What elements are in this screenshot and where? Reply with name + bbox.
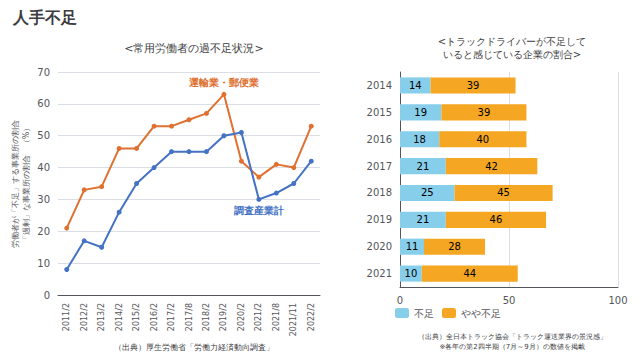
svg-text:70: 70 [37,67,50,78]
svg-text:2015: 2015 [367,107,392,118]
svg-text:人手不足: 人手不足 [12,8,77,27]
svg-text:2017: 2017 [367,161,392,172]
svg-text:※各年の第2四半期（7月～9月）の数値を掲載: ※各年の第2四半期（7月～9月）の数値を掲載 [439,343,584,351]
svg-text:10: 10 [405,268,418,279]
svg-text:<トラックドライバーが不足して: <トラックドライバーが不足して [438,36,586,47]
svg-text:2017/8: 2017/8 [185,303,194,331]
svg-text:2012/2: 2012/2 [80,303,89,331]
svg-text:2017/2: 2017/2 [167,303,176,331]
svg-text:0: 0 [44,290,50,301]
svg-text:（出典）全日本トラック協会「トラック運送業界の景況感」: （出典）全日本トラック協会「トラック運送業界の景況感」 [418,333,607,341]
svg-text:25: 25 [421,187,434,198]
svg-text:2019/2: 2019/2 [219,303,228,331]
svg-text:（出典）厚生労働省「労働力経済動向調査」: （出典）厚生労働省「労働力経済動向調査」 [114,343,274,352]
svg-text:2020/2: 2020/2 [237,303,246,331]
svg-text:2021/8: 2021/8 [272,303,281,331]
svg-text:40: 40 [476,134,489,145]
svg-text:2015/2: 2015/2 [132,303,141,331]
svg-text:2022/2: 2022/2 [307,303,316,331]
svg-text:11: 11 [406,241,419,252]
svg-text:50: 50 [503,295,516,306]
svg-text:30: 30 [37,194,50,205]
svg-text:2021: 2021 [367,268,392,279]
svg-text:50: 50 [37,130,50,141]
svg-text:「過剰」な事業所の割合 （%）: 「過剰」な事業所の割合 （%） [22,124,31,244]
svg-text:100: 100 [608,295,627,306]
svg-text:21: 21 [417,161,430,172]
svg-text:2016: 2016 [367,134,392,145]
svg-text:28: 28 [448,241,461,252]
svg-text:やや不足: やや不足 [461,308,501,319]
svg-text:46: 46 [490,214,503,225]
svg-text:21: 21 [417,214,430,225]
svg-text:10: 10 [37,258,50,269]
svg-text:2016/2: 2016/2 [150,303,159,331]
svg-text:19: 19 [414,107,427,118]
svg-text:いると感じている企業の割合>: いると感じている企業の割合> [443,49,581,60]
svg-text:労働者が「不足」する事業所の割合: 労働者が「不足」する事業所の割合 [11,120,20,248]
svg-text:2018/2: 2018/2 [202,303,211,331]
svg-text:42: 42 [485,161,498,172]
svg-text:2020: 2020 [367,241,392,252]
svg-text:<常用労働者の過不足状況>: <常用労働者の過不足状況> [124,42,263,55]
svg-text:18: 18 [413,134,426,145]
svg-text:14: 14 [409,80,422,91]
svg-text:60: 60 [37,98,50,109]
svg-text:40: 40 [37,162,50,173]
svg-text:不足: 不足 [414,308,434,319]
svg-text:調査産業計: 調査産業計 [233,205,284,216]
svg-text:2014/2: 2014/2 [115,303,124,331]
svg-text:2019: 2019 [367,214,392,225]
svg-text:2014: 2014 [367,80,392,91]
svg-text:2021/11: 2021/11 [289,303,298,336]
svg-text:2018: 2018 [367,187,392,198]
svg-text:0: 0 [397,295,403,306]
svg-text:45: 45 [497,187,510,198]
svg-text:2021/2: 2021/2 [254,303,263,331]
svg-text:運輸業・郵便業: 運輸業・郵便業 [188,77,259,88]
svg-text:20: 20 [37,226,50,237]
svg-text:39: 39 [478,107,491,118]
svg-text:2013/2: 2013/2 [97,303,106,331]
svg-text:44: 44 [463,268,476,279]
svg-text:2011/2: 2011/2 [62,303,71,331]
svg-text:39: 39 [467,80,480,91]
